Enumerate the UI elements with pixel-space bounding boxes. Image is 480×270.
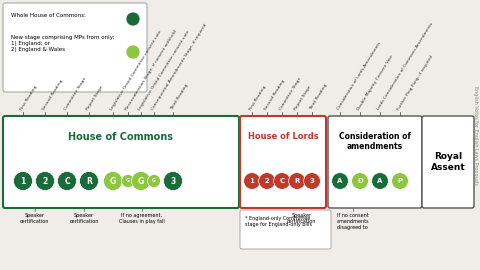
Text: House of Lords: House of Lords (248, 132, 318, 141)
FancyBboxPatch shape (3, 3, 147, 92)
Text: G: G (138, 177, 144, 185)
Text: Consideration of Lords Amendments: Consideration of Lords Amendments (336, 42, 382, 111)
Text: Consequential Amendments Stage, if required: Consequential Amendments Stage, if requi… (151, 23, 208, 111)
FancyBboxPatch shape (422, 116, 474, 208)
Text: A: A (337, 178, 343, 184)
Text: 2: 2 (264, 178, 269, 184)
Text: Third Reading: Third Reading (169, 83, 189, 111)
Text: First Reading: First Reading (249, 85, 267, 111)
Circle shape (259, 173, 276, 189)
Circle shape (288, 173, 305, 189)
Circle shape (80, 171, 98, 191)
FancyBboxPatch shape (328, 116, 422, 208)
Text: Second Reading: Second Reading (264, 79, 286, 111)
Circle shape (304, 173, 320, 189)
Circle shape (121, 174, 134, 187)
Text: D: D (357, 178, 363, 184)
Text: G: G (110, 177, 116, 185)
Text: R: R (86, 177, 92, 185)
Text: If no consent
amendments
disagreed to: If no consent amendments disagreed to (336, 213, 369, 230)
Circle shape (244, 173, 260, 189)
Circle shape (352, 173, 368, 189)
Circle shape (13, 171, 33, 191)
Circle shape (332, 173, 348, 189)
Circle shape (36, 171, 55, 191)
Text: A: A (377, 178, 383, 184)
Text: Committee Stage: Committee Stage (64, 76, 87, 111)
FancyBboxPatch shape (3, 116, 239, 208)
Text: Report Stage: Report Stage (294, 85, 312, 111)
Text: English Votes for English Laws Proposals: English Votes for English Laws Proposals (473, 86, 478, 184)
Text: Whole House of Commons:: Whole House of Commons: (11, 13, 86, 18)
Circle shape (126, 12, 140, 26)
Text: Legislative Grand Committee consent vote: Legislative Grand Committee consent vote (138, 29, 191, 111)
Text: Royal
Assent: Royal Assent (431, 152, 466, 172)
Circle shape (392, 173, 408, 189)
Text: House of Commons: House of Commons (69, 132, 173, 142)
Text: Reconsideration Stage, if consent withheld: Reconsideration Stage, if consent withhe… (125, 29, 178, 111)
Text: G: G (126, 178, 130, 184)
Text: Lords Consideration of Commons Amendments: Lords Consideration of Commons Amendment… (377, 22, 434, 111)
Text: Further Ping Pong, if required: Further Ping Pong, if required (396, 55, 434, 111)
Text: Double Majority Consent Vote: Double Majority Consent Vote (357, 54, 394, 111)
Text: New stage comprising MPs from only:
1) England; or
2) England & Wales: New stage comprising MPs from only: 1) E… (11, 35, 114, 52)
Text: Consideration of
amendments: Consideration of amendments (339, 132, 411, 151)
Text: 3: 3 (170, 177, 176, 185)
Text: Third Reading: Third Reading (309, 83, 328, 111)
Text: R: R (294, 178, 300, 184)
Text: Committee Stage: Committee Stage (278, 76, 302, 111)
Text: Speaker
certification: Speaker certification (20, 213, 49, 224)
Text: Second Reading: Second Reading (42, 79, 64, 111)
Text: P: P (397, 178, 403, 184)
Text: 3: 3 (310, 178, 314, 184)
Text: 1: 1 (250, 178, 254, 184)
Circle shape (104, 171, 122, 191)
FancyBboxPatch shape (240, 116, 326, 208)
Text: 2: 2 (42, 177, 48, 185)
Text: If no agreement,
Clauses in play fall: If no agreement, Clauses in play fall (119, 213, 165, 224)
FancyBboxPatch shape (240, 210, 331, 249)
Circle shape (274, 173, 290, 189)
Text: 1: 1 (20, 177, 25, 185)
Text: C: C (279, 178, 285, 184)
Text: Legislative Grand Committee consent vote: Legislative Grand Committee consent vote (109, 29, 163, 111)
Circle shape (372, 173, 388, 189)
Text: C: C (64, 177, 70, 185)
Circle shape (126, 45, 140, 59)
Text: Report Stage: Report Stage (85, 85, 104, 111)
Text: * England-only Committee
stage for England-only bills: * England-only Committee stage for Engla… (245, 216, 312, 227)
Text: Speaker
certification: Speaker certification (287, 213, 316, 224)
Circle shape (132, 171, 151, 191)
Circle shape (147, 174, 160, 187)
Text: Speaker
certification: Speaker certification (69, 213, 99, 224)
Text: G: G (152, 178, 156, 184)
Text: First Reading: First Reading (20, 85, 38, 111)
Circle shape (164, 171, 182, 191)
Circle shape (58, 171, 76, 191)
